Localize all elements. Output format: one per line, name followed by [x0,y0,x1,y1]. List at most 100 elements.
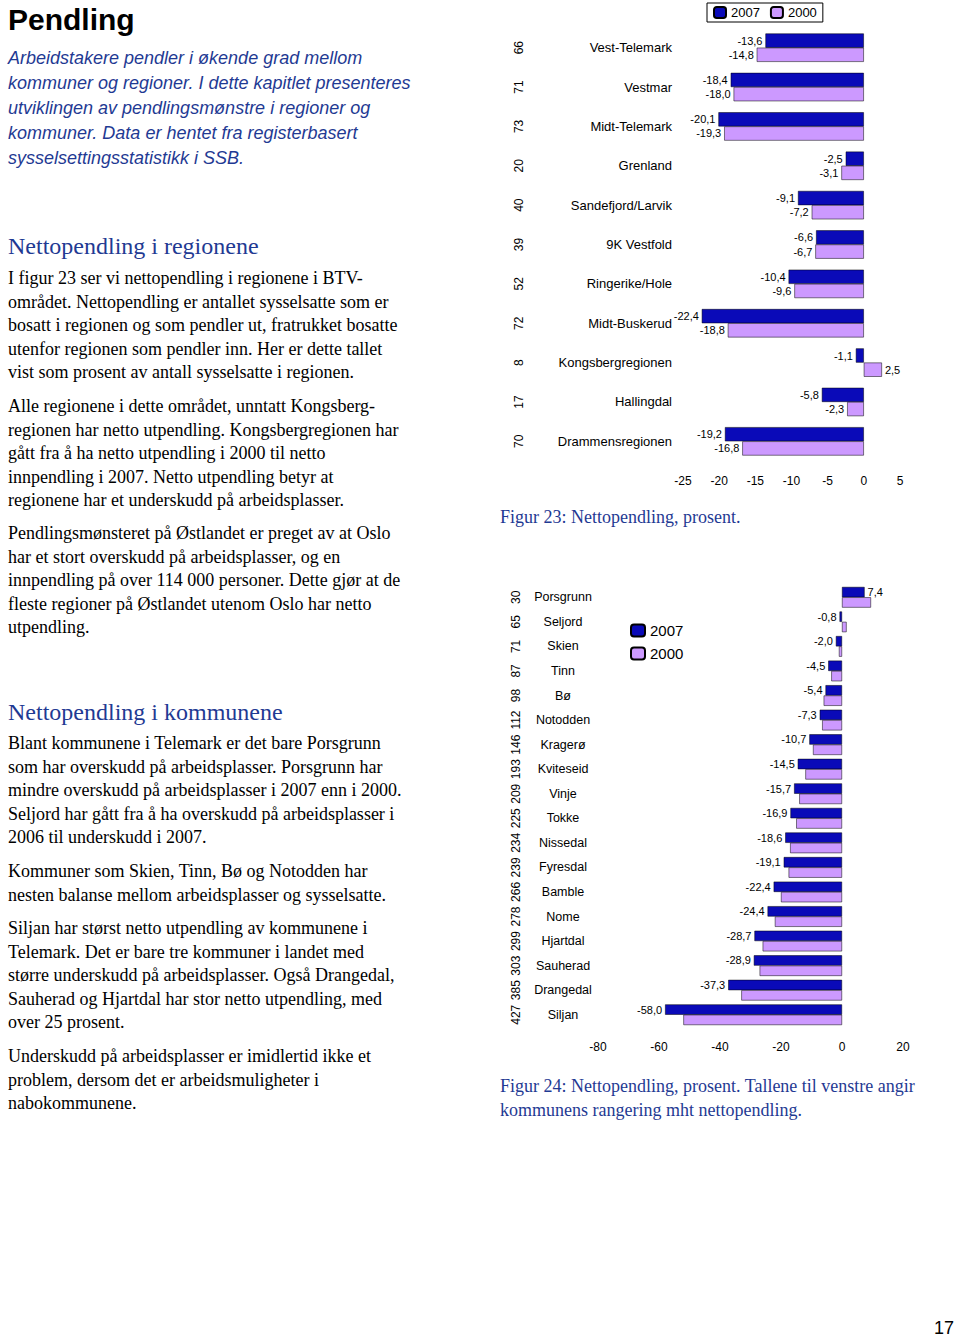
svg-text:-19,1: -19,1 [756,856,781,868]
svg-text:266: 266 [509,882,523,902]
svg-text:Nissedal: Nissedal [539,836,587,850]
svg-text:-6,6: -6,6 [794,231,813,243]
svg-text:17: 17 [512,395,526,409]
svg-text:-10: -10 [783,474,801,488]
svg-text:-5,4: -5,4 [804,684,823,696]
svg-text:Grenland: Grenland [619,158,672,173]
svg-text:-15,7: -15,7 [766,783,791,795]
svg-text:Midt-Buskerud: Midt-Buskerud [588,316,672,331]
svg-text:2007: 2007 [650,622,683,639]
svg-text:-60: -60 [650,1040,668,1054]
svg-text:-14,8: -14,8 [729,49,754,61]
svg-text:-3,1: -3,1 [819,167,838,179]
svg-text:-18,0: -18,0 [706,88,731,100]
svg-text:Hjartdal: Hjartdal [541,934,584,948]
svg-text:Kongsbergregionen: Kongsbergregionen [559,355,672,370]
svg-text:-18,4: -18,4 [703,74,728,86]
svg-text:0: 0 [839,1040,846,1054]
svg-text:5: 5 [897,474,904,488]
svg-text:2000: 2000 [650,645,683,662]
svg-text:-13,6: -13,6 [737,35,762,47]
svg-text:239: 239 [509,857,523,877]
svg-text:-22,4: -22,4 [746,881,771,893]
svg-text:66: 66 [512,41,526,55]
svg-text:Kviteseid: Kviteseid [538,762,589,776]
svg-text:-19,3: -19,3 [696,127,721,139]
svg-text:Notodden: Notodden [536,713,590,727]
svg-text:-20: -20 [772,1040,790,1054]
svg-text:Fyresdal: Fyresdal [539,860,587,874]
svg-text:Bamble: Bamble [542,885,584,899]
svg-text:385: 385 [509,980,523,1000]
svg-text:Drangedal: Drangedal [534,983,592,997]
svg-text:146: 146 [509,734,523,754]
svg-text:Vestmar: Vestmar [624,80,672,95]
svg-text:-5,8: -5,8 [800,389,819,401]
svg-text:7,4: 7,4 [868,586,883,598]
svg-text:Siljan: Siljan [548,1008,579,1022]
svg-text:73: 73 [512,119,526,133]
svg-text:Porsgrunn: Porsgrunn [534,590,592,604]
svg-text:225: 225 [509,808,523,828]
svg-text:209: 209 [509,783,523,803]
svg-text:30: 30 [509,590,523,604]
svg-text:-37,3: -37,3 [700,979,725,991]
svg-text:-10,7: -10,7 [781,733,806,745]
svg-text:Nome: Nome [546,910,579,924]
svg-text:0: 0 [860,474,867,488]
svg-text:-4,5: -4,5 [806,660,825,672]
svg-text:-10,4: -10,4 [761,271,786,283]
svg-text:299: 299 [509,931,523,951]
svg-text:-16,8: -16,8 [714,442,739,454]
svg-text:Vest-Telemark: Vest-Telemark [590,40,673,55]
svg-text:71: 71 [509,639,523,653]
svg-text:71: 71 [512,80,526,94]
svg-text:8: 8 [512,359,526,366]
svg-text:-1,1: -1,1 [834,350,853,362]
svg-text:112: 112 [509,710,523,729]
svg-text:Tokke: Tokke [547,811,580,825]
svg-text:20: 20 [896,1040,910,1054]
svg-text:278: 278 [509,906,523,926]
svg-text:-0,8: -0,8 [818,611,837,623]
svg-text:Ringerike/Hole: Ringerike/Hole [587,276,672,291]
svg-text:-7,3: -7,3 [798,709,817,721]
svg-text:Bø: Bø [555,689,571,703]
svg-text:2,5: 2,5 [885,364,900,376]
svg-text:52: 52 [512,277,526,291]
svg-text:9K Vestfold: 9K Vestfold [606,237,672,252]
svg-text:Skien: Skien [547,639,578,653]
svg-text:193: 193 [509,759,523,779]
svg-text:Hallingdal: Hallingdal [615,394,672,409]
svg-text:303: 303 [509,955,523,975]
svg-text:2007: 2007 [731,5,760,20]
svg-text:-16,9: -16,9 [762,807,787,819]
svg-text:-20,1: -20,1 [690,113,715,125]
svg-text:Sandefjord/Larvik: Sandefjord/Larvik [571,198,673,213]
svg-text:427: 427 [509,1004,523,1024]
svg-text:-2,5: -2,5 [824,153,843,165]
svg-text:Midt-Telemark: Midt-Telemark [590,119,672,134]
svg-text:-9,1: -9,1 [776,192,795,204]
svg-text:-9,6: -9,6 [772,285,791,297]
svg-text:87: 87 [509,664,523,678]
svg-text:70: 70 [512,434,526,448]
svg-text:-6,7: -6,7 [793,246,812,258]
svg-text:Seljord: Seljord [544,615,583,629]
svg-text:-19,2: -19,2 [697,428,722,440]
svg-text:-22,4: -22,4 [674,310,699,322]
svg-text:-15: -15 [747,474,765,488]
svg-text:-58,0: -58,0 [637,1004,662,1016]
svg-text:Vinje: Vinje [549,787,577,801]
svg-text:-18,8: -18,8 [700,324,725,336]
svg-text:-2,3: -2,3 [825,403,844,415]
svg-text:65: 65 [509,615,523,629]
svg-text:234: 234 [509,833,523,853]
svg-text:-40: -40 [711,1040,729,1054]
svg-text:20: 20 [512,159,526,173]
svg-text:39: 39 [512,238,526,252]
svg-text:-7,2: -7,2 [790,206,809,218]
svg-text:-25: -25 [674,474,692,488]
svg-text:-80: -80 [589,1040,607,1054]
svg-text:-24,4: -24,4 [740,905,765,917]
